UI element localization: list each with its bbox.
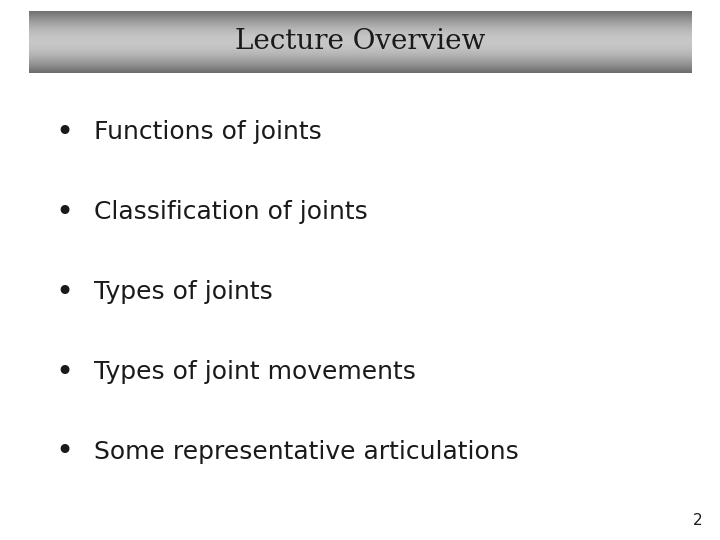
Text: Types of joints: Types of joints bbox=[94, 280, 272, 304]
Text: •: • bbox=[55, 118, 74, 147]
Text: 2: 2 bbox=[693, 513, 702, 528]
Text: Lecture Overview: Lecture Overview bbox=[235, 28, 485, 55]
Text: Classification of joints: Classification of joints bbox=[94, 200, 367, 224]
Text: •: • bbox=[55, 437, 74, 467]
Text: •: • bbox=[55, 357, 74, 387]
Text: •: • bbox=[55, 278, 74, 307]
Text: Functions of joints: Functions of joints bbox=[94, 120, 321, 144]
Text: Types of joint movements: Types of joint movements bbox=[94, 360, 415, 384]
Text: •: • bbox=[55, 198, 74, 227]
Text: Some representative articulations: Some representative articulations bbox=[94, 440, 518, 464]
